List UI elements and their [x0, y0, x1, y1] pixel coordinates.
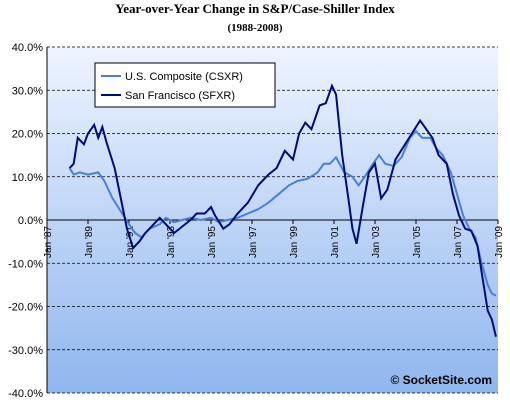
y-tick-label: -30.0%	[8, 345, 43, 357]
x-tick-label: Jan '01	[330, 226, 341, 258]
x-tick-label: Jan '99	[289, 226, 300, 258]
chart-subtitle: (1988-2008)	[228, 22, 283, 34]
y-tick-label: -10.0%	[8, 258, 43, 270]
x-tick-label: Jan '03	[371, 226, 382, 258]
x-tick-label: Jan '87	[43, 226, 54, 258]
x-tick-label: Jan '07	[453, 226, 464, 258]
chart-title: Year-over-Year Change in S&P/Case-Shille…	[115, 1, 395, 16]
series-line	[68, 83, 497, 338]
legend-label: U.S. Composite (CSXR)	[125, 71, 243, 83]
y-tick-label: 10.0%	[12, 172, 43, 184]
y-tick-label: 20.0%	[12, 129, 43, 141]
x-tick-label: Jan '93	[166, 226, 177, 258]
y-tick-label: -40.0%	[8, 388, 43, 400]
y-tick-label: 40.0%	[12, 42, 43, 54]
y-tick-label: 0.0%	[18, 215, 43, 227]
x-tick-label: Jan '09	[494, 226, 505, 258]
legend-box	[94, 62, 276, 108]
watermark: © SocketSite.com	[390, 373, 492, 387]
x-tick-label: Jan '89	[84, 226, 95, 258]
y-tick-label: 30.0%	[12, 85, 43, 97]
x-tick-label: Jan '97	[248, 226, 259, 258]
series-line	[68, 129, 497, 297]
y-tick-label: -20.0%	[8, 302, 43, 314]
legend-label: San Francisco (SFXR)	[125, 90, 235, 102]
x-tick-label: Jan '05	[412, 226, 423, 258]
x-tick-label: Jan '95	[207, 226, 218, 258]
